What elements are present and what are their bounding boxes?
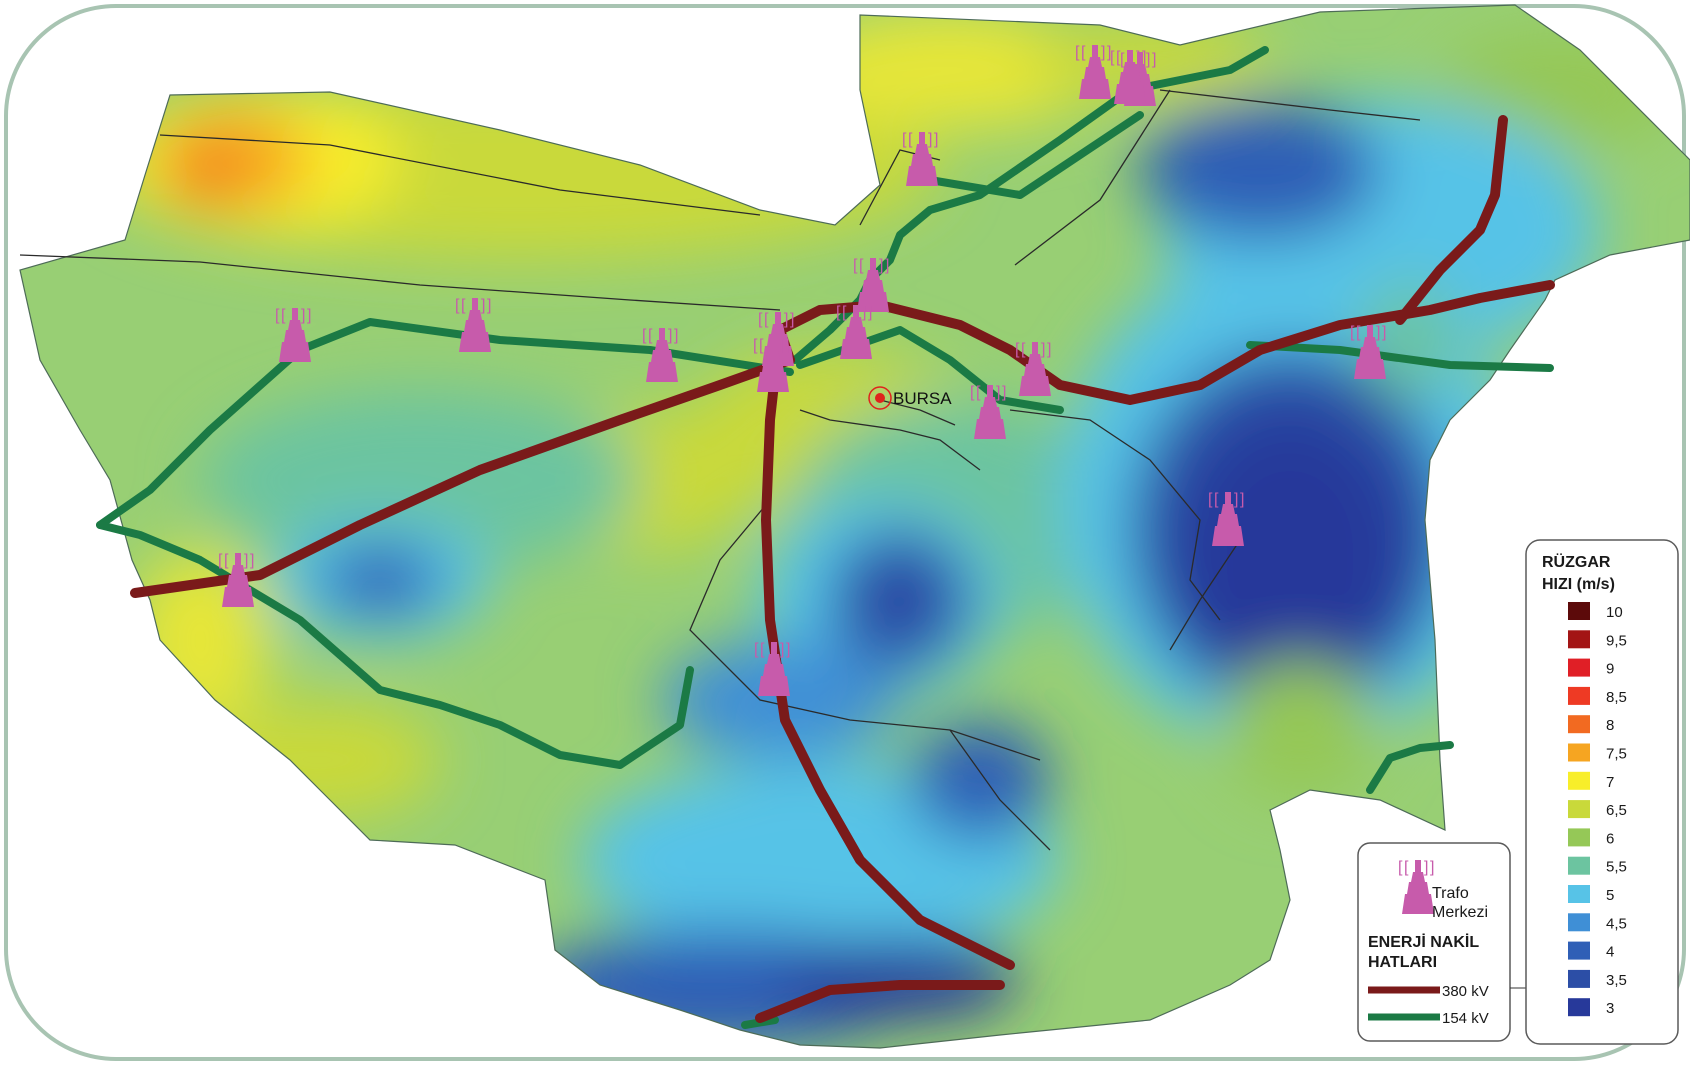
wind-swatch-label: 6: [1606, 830, 1614, 847]
district-borders: [19, 89, 1421, 851]
wind-swatch: [1568, 828, 1590, 847]
wind-swatch-label: 5,5: [1606, 859, 1627, 876]
wind-legend-title-1: RÜZGAR: [1542, 552, 1611, 571]
lines-legend-title-2: HATLARI: [1368, 954, 1437, 971]
legend-wind-box: [1525, 539, 1679, 1045]
wind-swatch-label: 3,5: [1606, 972, 1627, 989]
wind-swatch: [1568, 969, 1590, 988]
legend-wind-speed: RÜZGAR HIZI (m/s) 10 9,5 9 8,5 8 7,5 7 6,5 6 5,5 5…: [1525, 539, 1679, 1045]
wind-swatch-label: 9,5: [1606, 632, 1627, 649]
city-marker-ring: [868, 386, 892, 410]
wind-swatch-label: 7: [1606, 774, 1614, 791]
wind-swatch: [1568, 800, 1590, 819]
wind-swatch: [1568, 885, 1590, 903]
wind-swatch: [1568, 856, 1590, 875]
wind-swatch: [1568, 715, 1590, 734]
wind-swatch-label: 8,5: [1606, 689, 1627, 706]
wind-legend-items: 10 9,5 9 8,5 8 7,5 7 6,5 6 5,5 5 4,5 4 3,5 3: [1568, 602, 1627, 1017]
province-border: [19, 4, 1690, 1049]
wind-swatch-label: 6,5: [1606, 802, 1627, 819]
wind-swatch: [1568, 998, 1590, 1017]
lines-legend-title-1: ENERJİ NAKİL: [1368, 933, 1479, 951]
wind-swatch: [1568, 771, 1590, 790]
transmission-lines-380kv: [130, 115, 1555, 1023]
substation-legend-label-1: Trafo: [1432, 885, 1469, 902]
wind-swatch-label: 5: [1606, 887, 1614, 904]
wind-swatch-label: 8: [1606, 717, 1614, 734]
wind-swatch: [1568, 630, 1590, 649]
legend-label-154: 154 kV: [1442, 1010, 1489, 1027]
legend-label-380: 380 kV: [1442, 983, 1489, 1000]
substation-legend-label-2: Merkezi: [1432, 904, 1488, 921]
city-marker-bursa: BURSA: [868, 386, 952, 410]
wind-swatch: [1568, 686, 1590, 705]
wind-swatch-label: 7,5: [1606, 746, 1627, 763]
wind-swatch: [1568, 658, 1590, 677]
wind-swatch: [1568, 913, 1590, 932]
legend-transmission: Trafo Merkezi ENERJİ NAKİL HATLARI 380 k…: [1357, 842, 1526, 1042]
wind-swatch: [1568, 602, 1590, 620]
wind-swatch-label: 3: [1606, 1000, 1614, 1017]
wind-legend-title-2: HIZI (m/s): [1542, 576, 1615, 593]
wind-swatch-label: 4,5: [1606, 915, 1627, 932]
wind-swatch: [1568, 941, 1590, 960]
city-marker-dot: [875, 393, 885, 403]
wind-swatch-label: 10: [1606, 604, 1623, 621]
city-label: BURSA: [893, 389, 952, 408]
wind-swatch-label: 4: [1606, 944, 1614, 961]
wind-swatch: [1568, 743, 1590, 762]
wind-swatch-label: 9: [1606, 661, 1614, 678]
